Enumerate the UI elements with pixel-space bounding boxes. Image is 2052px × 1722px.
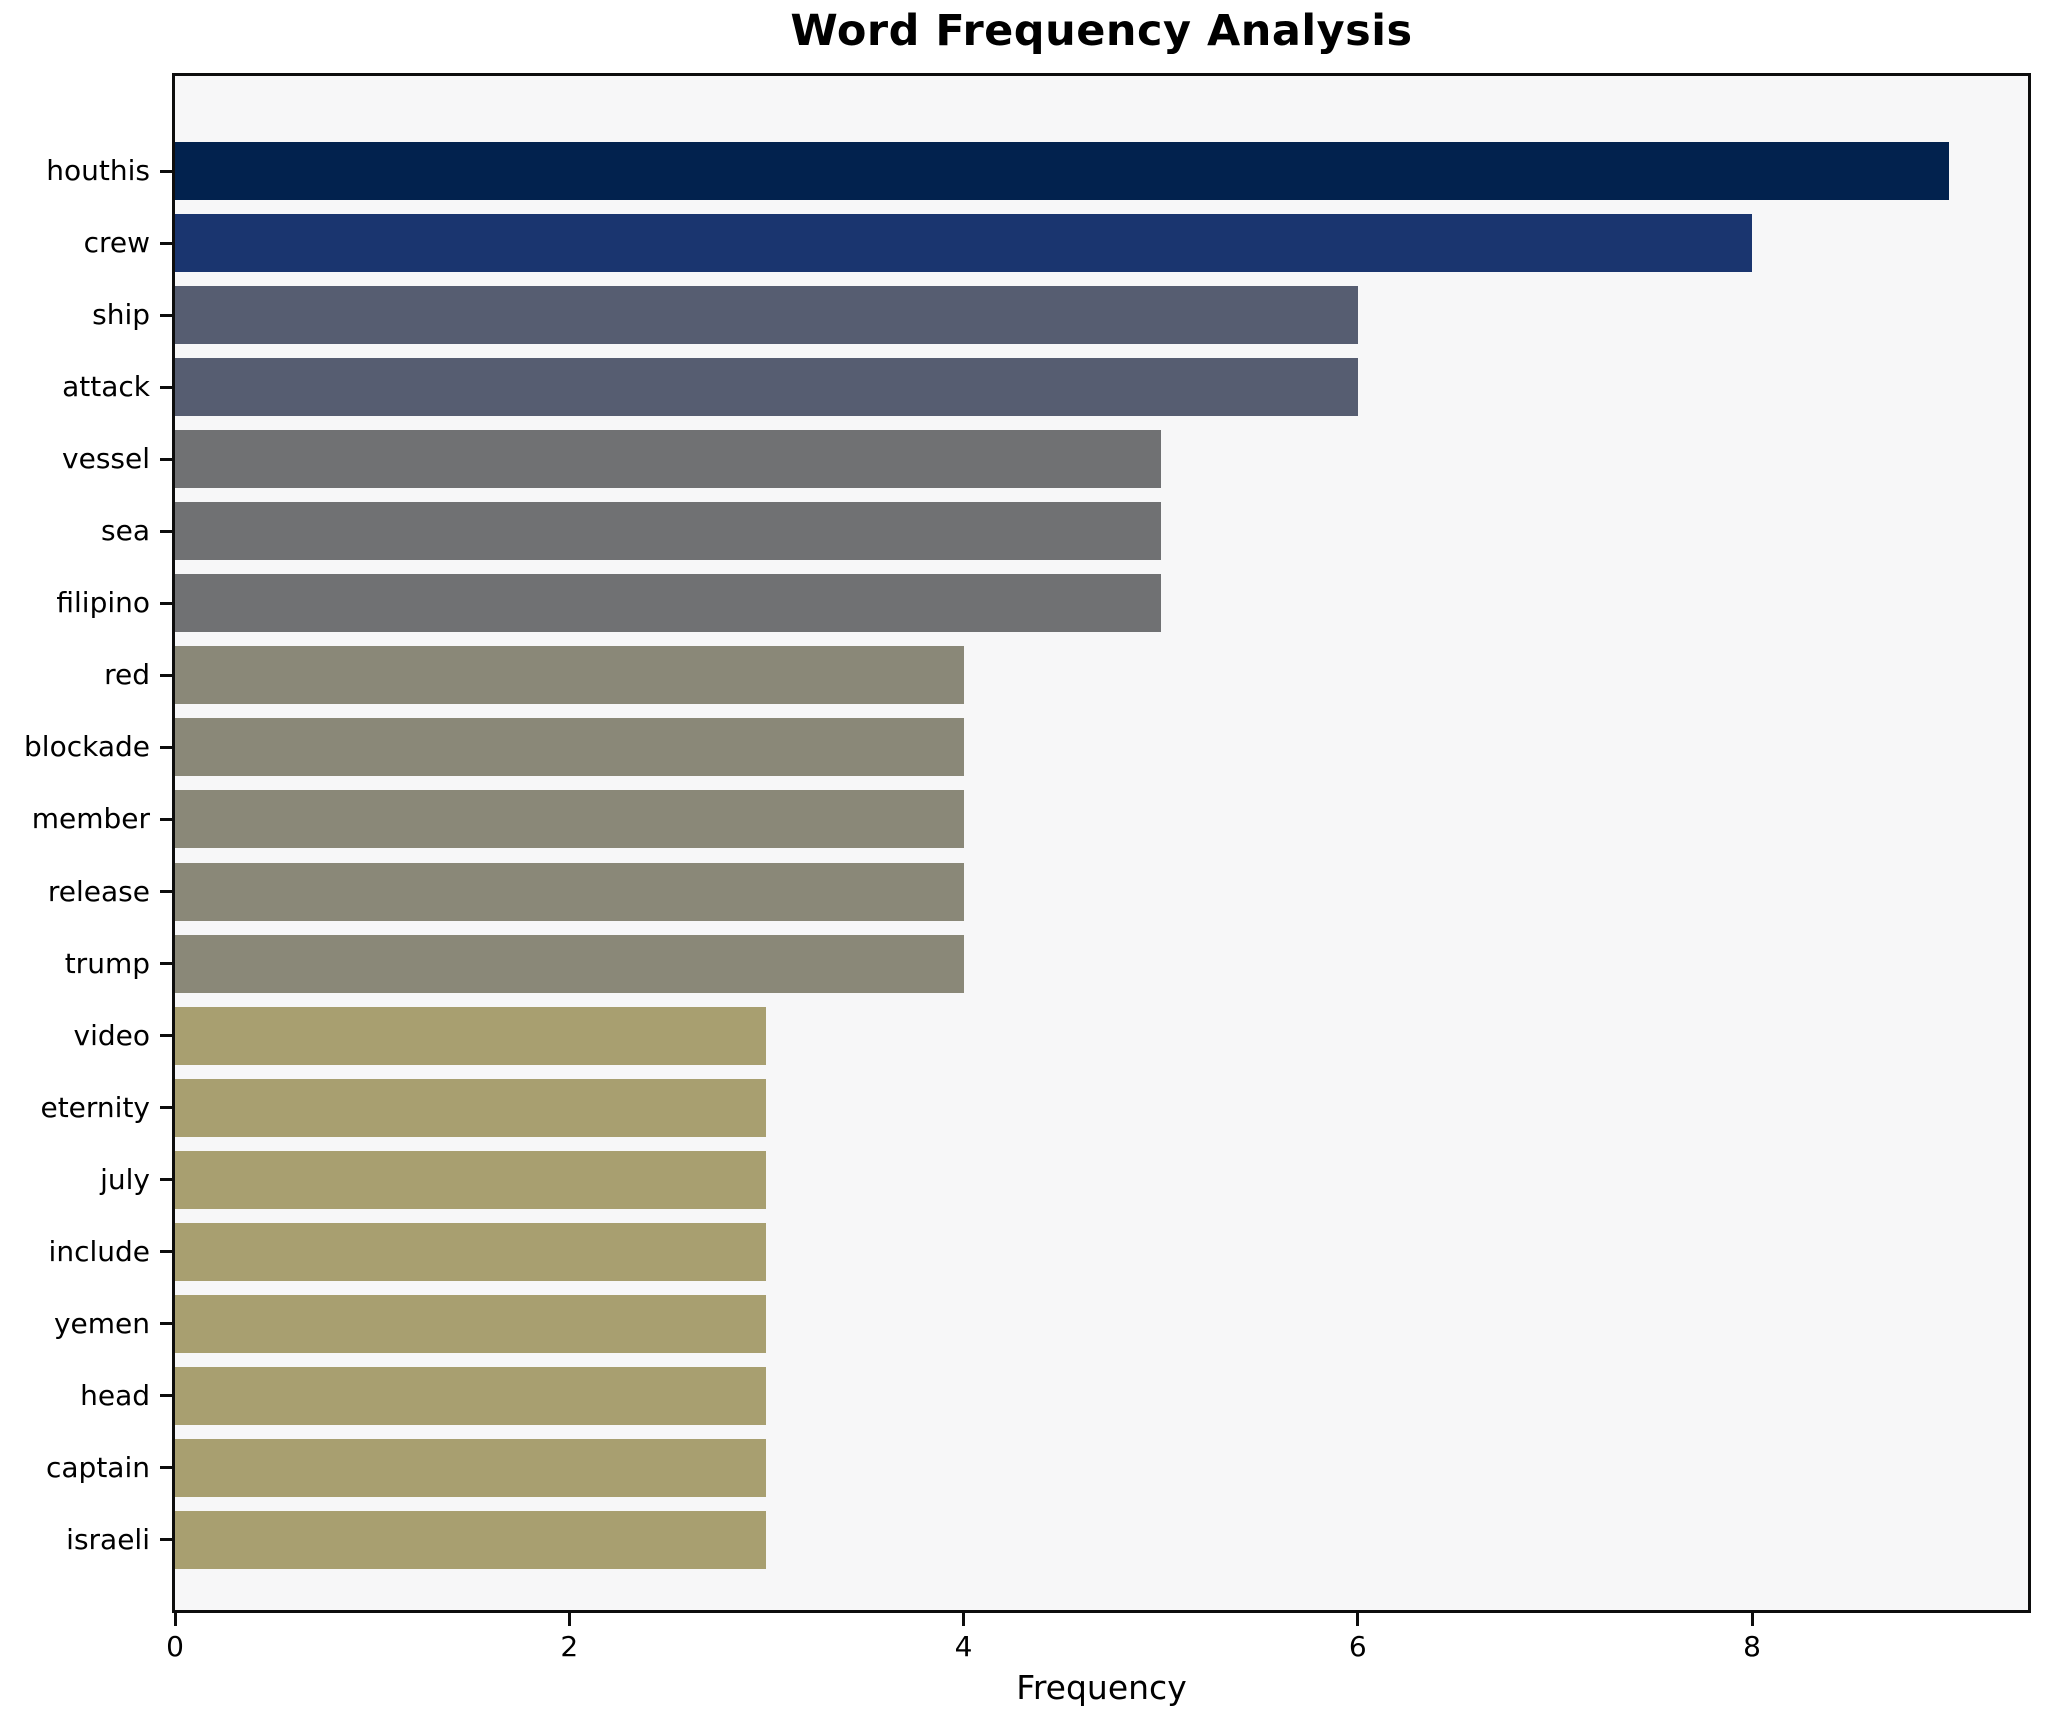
y-tick-mark bbox=[160, 529, 172, 533]
y-tick-mark bbox=[160, 673, 172, 677]
x-tick-label-8: 8 bbox=[1743, 1630, 1761, 1663]
x-tick-mark bbox=[1750, 1613, 1754, 1626]
y-tick-mark bbox=[160, 1394, 172, 1398]
bar-israeli bbox=[175, 1510, 767, 1569]
bar-red bbox=[175, 646, 964, 705]
y-tick-mark bbox=[160, 241, 172, 245]
y-tick-label-head: head bbox=[80, 1378, 150, 1412]
bar-vessel bbox=[175, 430, 1161, 489]
y-tick-label-include: include bbox=[48, 1234, 150, 1268]
y-tick-mark bbox=[160, 601, 172, 605]
y-tick-label-israeli: israeli bbox=[66, 1522, 150, 1556]
y-tick-mark bbox=[160, 1250, 172, 1254]
y-tick-label-houthis: houthis bbox=[46, 154, 150, 187]
bar-july bbox=[175, 1150, 767, 1209]
x-tick-label-4: 4 bbox=[954, 1630, 973, 1663]
y-tick-label-ship: ship bbox=[92, 298, 150, 332]
x-tick-mark bbox=[173, 1613, 177, 1626]
y-tick-mark bbox=[160, 313, 172, 317]
bar-yemen bbox=[175, 1294, 767, 1353]
bar-captain bbox=[175, 1438, 767, 1497]
y-tick-mark bbox=[160, 962, 172, 966]
chart-title: Word Frequency Analysis bbox=[790, 6, 1413, 56]
y-tick-label-yemen: yemen bbox=[53, 1306, 150, 1340]
x-tick-label-6: 6 bbox=[1348, 1630, 1367, 1663]
bar-ship bbox=[175, 286, 1358, 345]
y-tick-mark bbox=[160, 169, 172, 173]
bar-video bbox=[175, 1006, 767, 1065]
x-axis-title: Frequency bbox=[1016, 1668, 1187, 1707]
bar-sea bbox=[175, 502, 1161, 561]
y-tick-mark bbox=[160, 890, 172, 893]
x-tick-label-0: 0 bbox=[166, 1630, 184, 1663]
plot-area bbox=[172, 73, 2031, 1613]
y-tick-label-attack: attack bbox=[62, 370, 150, 404]
bar-houthis bbox=[175, 142, 1950, 200]
y-tick-mark bbox=[160, 1178, 172, 1182]
x-tick-mark bbox=[567, 1613, 571, 1626]
y-tick-mark bbox=[160, 817, 172, 821]
y-tick-label-blockade: blockade bbox=[24, 730, 150, 764]
bar-head bbox=[175, 1366, 767, 1425]
y-tick-mark bbox=[160, 457, 172, 461]
bar-filipino bbox=[175, 574, 1161, 633]
y-tick-label-release: release bbox=[47, 874, 150, 908]
y-tick-mark bbox=[160, 1034, 172, 1038]
y-tick-label-member: member bbox=[31, 802, 150, 836]
y-tick-label-eternity: eternity bbox=[40, 1090, 150, 1124]
y-tick-mark bbox=[160, 1466, 172, 1470]
bar-include bbox=[175, 1222, 767, 1281]
y-tick-label-red: red bbox=[104, 658, 150, 692]
bar-trump bbox=[175, 934, 964, 993]
y-tick-mark bbox=[160, 1322, 172, 1326]
y-tick-mark bbox=[160, 1538, 172, 1542]
x-tick-mark bbox=[1356, 1613, 1360, 1626]
y-tick-mark bbox=[160, 1106, 172, 1110]
y-tick-label-trump: trump bbox=[64, 946, 150, 980]
y-tick-label-july: july bbox=[100, 1162, 150, 1196]
bar-blockade bbox=[175, 718, 964, 777]
bar-eternity bbox=[175, 1078, 767, 1137]
y-tick-label-captain: captain bbox=[46, 1450, 150, 1484]
x-tick-label-2: 2 bbox=[560, 1630, 579, 1663]
bar-member bbox=[175, 790, 964, 849]
x-tick-mark bbox=[962, 1613, 965, 1626]
y-tick-label-filipino: filipino bbox=[56, 586, 150, 620]
y-tick-label-sea: sea bbox=[101, 514, 150, 548]
y-tick-label-vessel: vessel bbox=[62, 442, 150, 476]
y-tick-mark bbox=[160, 745, 172, 749]
bar-crew bbox=[175, 214, 1753, 273]
y-tick-label-crew: crew bbox=[83, 226, 150, 260]
y-tick-mark bbox=[160, 385, 172, 389]
bar-attack bbox=[175, 358, 1358, 417]
bar-release bbox=[175, 862, 964, 921]
y-tick-label-video: video bbox=[73, 1018, 150, 1052]
